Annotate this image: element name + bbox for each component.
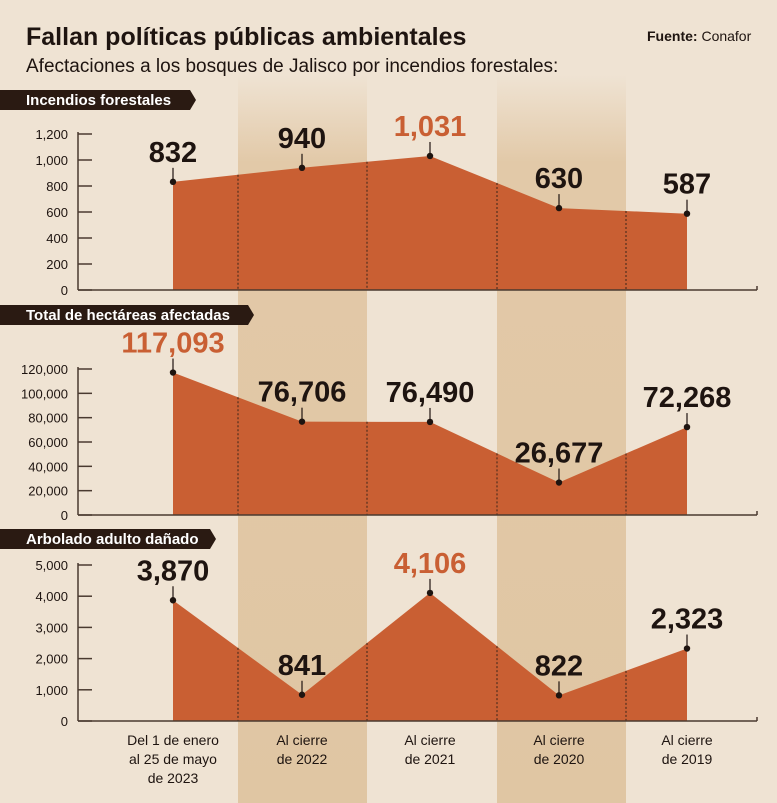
data-label: 630 [535, 163, 583, 195]
x-category-label-line: Al cierre [533, 732, 585, 748]
source-label: Fuente: [647, 28, 698, 44]
y-tick-label: 800 [46, 179, 68, 194]
data-point [555, 204, 563, 212]
y-tick-label: 40,000 [28, 459, 68, 474]
chart-subtitle: Afectaciones a los bosques de Jalisco po… [26, 56, 558, 77]
x-category-label-line: al 25 de mayo [129, 751, 217, 767]
data-point [555, 479, 563, 486]
source-note: Fuente: Conafor [647, 28, 752, 44]
x-category-label: Al cierre de 2020 [533, 732, 585, 767]
data-point [683, 210, 691, 217]
y-tick-label: 400 [46, 231, 68, 246]
y-tick-label: 0 [61, 283, 68, 298]
data-label: 832 [149, 137, 197, 169]
y-tick-label: 1,000 [35, 153, 68, 168]
data-point [426, 589, 434, 597]
x-category-label-line: de 2020 [534, 751, 585, 767]
data-label: 841 [278, 650, 326, 682]
data-label: 1,031 [394, 111, 467, 143]
data-label: 822 [535, 650, 583, 682]
section-header-bar [0, 90, 196, 110]
x-category-label-line: de 2019 [662, 751, 713, 767]
data-label: 76,490 [386, 377, 475, 409]
y-tick-label: 2,000 [35, 652, 68, 667]
x-category-label: Al cierre de 2021 [404, 732, 456, 767]
y-tick-label: 3,000 [35, 620, 68, 635]
x-category-label-line: de 2022 [277, 751, 328, 767]
data-label: 3,870 [137, 555, 210, 587]
data-point [683, 645, 691, 652]
section-header-bar [0, 529, 216, 549]
data-point [169, 597, 177, 604]
y-tick-label: 60,000 [28, 435, 68, 450]
x-category-label-line: Al cierre [661, 732, 713, 748]
section-header-title: Incendios forestales [26, 92, 171, 109]
source-value: Conafor [701, 28, 751, 44]
data-label: 2,323 [651, 604, 724, 636]
x-category-label-line: Al cierre [276, 732, 328, 748]
y-tick-label: 1,200 [35, 127, 68, 142]
y-tick-label: 100,000 [21, 386, 68, 401]
data-point [426, 152, 434, 160]
x-category-label-line: de 2021 [405, 751, 456, 767]
x-category-label-line: de 2023 [148, 770, 199, 786]
data-label: 940 [278, 123, 326, 155]
data-point [555, 692, 563, 699]
data-point [298, 691, 306, 698]
data-point [298, 164, 306, 171]
data-point [426, 418, 434, 426]
data-point [683, 423, 691, 431]
section-header-title: Total de hectáreas afectadas [26, 307, 230, 324]
y-tick-label: 200 [46, 257, 68, 272]
panel-2: Total de hectáreas afectadas 0 20,000 40,00… [0, 305, 758, 523]
area-series [173, 155, 687, 290]
x-category-label-line: Al cierre [404, 732, 456, 748]
data-label: 117,093 [121, 328, 224, 360]
data-label: 587 [663, 169, 711, 201]
y-tick-label: 4,000 [35, 589, 68, 604]
y-tick-label: 80,000 [28, 411, 68, 426]
panel-1: Incendios forestales 0 200 400 600 800 1,000 1,… [0, 90, 758, 298]
y-tick-label: 1,000 [35, 683, 68, 698]
data-label: 72,268 [643, 382, 732, 414]
x-category-label: Del 1 de enero al 25 de mayo de 2023 [127, 732, 219, 786]
section-header-bar [0, 305, 254, 325]
data-label: 26,677 [515, 438, 604, 470]
data-point [169, 369, 177, 376]
data-point [298, 418, 306, 425]
x-category-label: Al cierre de 2019 [661, 732, 713, 767]
section-header-title: Arbolado adulto dañado [26, 531, 199, 548]
data-point [169, 178, 177, 186]
data-label: 4,106 [394, 548, 467, 580]
y-tick-label: 120,000 [21, 362, 68, 377]
data-label: 76,706 [258, 377, 347, 409]
x-category-label-line: Del 1 de enero [127, 732, 219, 748]
chart-title: Fallan políticas públicas ambientales [26, 23, 466, 51]
y-tick-label: 20,000 [28, 484, 68, 499]
area-series [173, 592, 687, 721]
y-tick-label: 5,000 [35, 558, 68, 573]
y-tick-label: 600 [46, 205, 68, 220]
y-tick-label: 0 [61, 714, 68, 729]
panel-3: Arbolado adulto dañado 0 1,000 2,000 3,000 4,… [0, 529, 758, 729]
y-tick-label: 0 [61, 508, 68, 523]
area-series [173, 372, 687, 515]
x-category-label: Al cierre de 2022 [276, 732, 328, 767]
